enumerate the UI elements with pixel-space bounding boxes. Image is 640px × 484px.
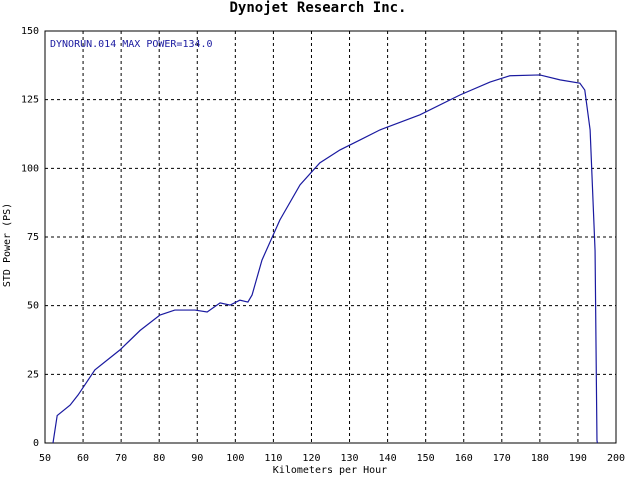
x-tick-label: 60 [77, 453, 89, 464]
y-tick-label: 50 [27, 301, 39, 312]
x-tick-label: 100 [226, 453, 244, 464]
y-tick-label: 75 [27, 232, 39, 243]
x-tick-label: 120 [302, 453, 320, 464]
x-tick-label: 90 [191, 453, 203, 464]
y-tick-label: 150 [21, 26, 39, 37]
x-tick-label: 160 [455, 453, 473, 464]
x-tick-label: 140 [379, 453, 397, 464]
x-tick-label: 150 [417, 453, 435, 464]
y-axis-label: STD Power (PS) [2, 203, 13, 287]
x-tick-label: 80 [153, 453, 165, 464]
y-tick-label: 100 [21, 163, 39, 174]
y-tick-label: 0 [33, 438, 39, 449]
annotation: DYNORUN.014 MAX POWER=134.0 [50, 39, 213, 50]
x-tick-label: 110 [264, 453, 282, 464]
x-tick-label: 190 [569, 453, 587, 464]
x-axis-label: Kilometers per Hour [273, 465, 387, 476]
power-line [52, 74, 598, 444]
x-tick-label: 170 [493, 453, 511, 464]
x-tick-label: 50 [39, 453, 51, 464]
x-tick-label: 200 [607, 453, 625, 464]
plot-frame [44, 30, 617, 444]
x-tick-label: 180 [531, 453, 549, 464]
y-tick-label: 125 [21, 95, 39, 106]
x-tick-label: 130 [341, 453, 359, 464]
x-tick-label: 70 [115, 453, 127, 464]
y-tick-label: 25 [27, 369, 39, 380]
chart-title: Dynojet Research Inc. [229, 0, 406, 16]
